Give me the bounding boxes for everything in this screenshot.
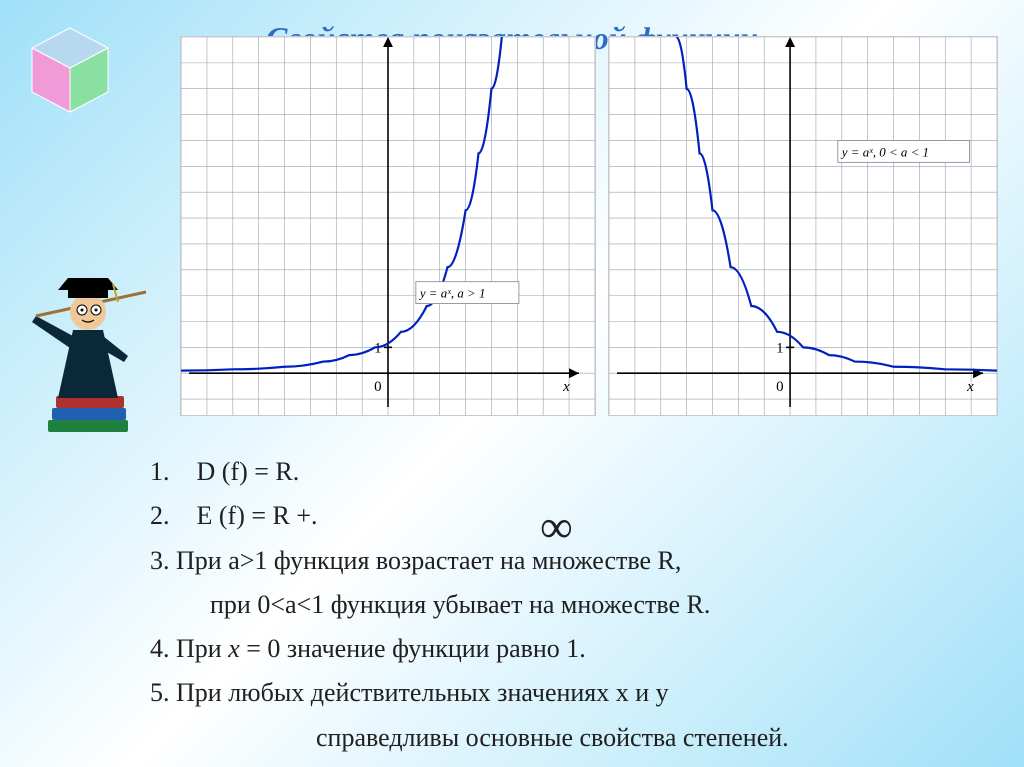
prop-5b: справедливы основные свойства степеней. <box>150 718 970 758</box>
svg-text:0: 0 <box>776 379 783 395</box>
prop-4: 4. При x = 0 значение функции равно 1. <box>150 629 970 669</box>
svg-text:y = aˣ, 0 < a < 1: y = aˣ, 0 < a < 1 <box>840 144 929 159</box>
prop4-b: = 0 значение функции равно 1. <box>240 634 586 663</box>
prop-3b: при 0<a<1 функция убывает на множестве R… <box>150 585 970 625</box>
prop-2: 2. E (f) = R +. <box>150 496 970 536</box>
svg-text:1: 1 <box>776 340 783 356</box>
prop-1: 1. D (f) = R. <box>150 452 970 492</box>
svg-text:x: x <box>562 379 570 395</box>
prop1-num: 1. <box>150 452 190 492</box>
chart-decreasing: 1 0 x y = aˣ, 0 < a < 1 <box>608 36 998 416</box>
svg-text:y = aˣ, a > 1: y = aˣ, a > 1 <box>418 286 486 301</box>
charts-row: 1 0 x y = aˣ, a > 1 1 0 x y = aˣ, 0 < a < 1 <box>180 36 998 416</box>
prop4-x: x <box>228 634 240 663</box>
svg-text:x: x <box>966 379 974 395</box>
prop1-text: D (f) = R. <box>197 457 300 486</box>
prop4-a: 4. При <box>150 634 228 663</box>
prop2-num: 2. <box>150 496 190 536</box>
prop-5: 5. При любых действительных значениях x … <box>150 673 970 713</box>
chart-increasing: 10xy = aˣ, a > 1 <box>180 36 596 416</box>
prop2-text: E (f) = R +. <box>197 501 318 530</box>
svg-text:0: 0 <box>374 379 381 395</box>
properties-list: 1. D (f) = R. 2. E (f) = R +. 3. При a>1… <box>150 448 970 762</box>
prop-3: 3. При a>1 функция возрастает на множест… <box>150 541 970 581</box>
professor-illustration <box>18 260 158 440</box>
